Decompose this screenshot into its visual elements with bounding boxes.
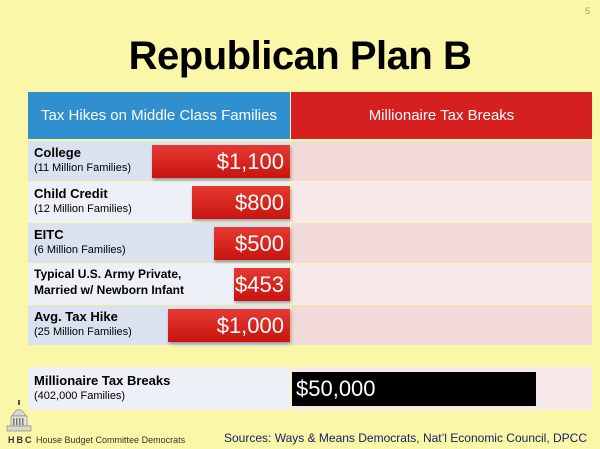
row-sublabel: (25 Million Families) (34, 326, 132, 338)
millionaire-amount-bar: $50,000 (292, 372, 536, 406)
table-row: Typical U.S. Army Private, Married w/ Ne… (28, 264, 592, 304)
row-label: College (34, 145, 81, 160)
table-row: EITC (6 Million Families) $500 (28, 223, 592, 263)
row-sublabel: (11 Million Families) (34, 162, 131, 174)
row-sublabel: (6 Million Families) (34, 244, 126, 256)
table-row: College (11 Million Families) $1,100 (28, 141, 592, 181)
row-label: Millionaire Tax Breaks (34, 373, 171, 388)
amount-bar: $1,100 (152, 145, 290, 178)
amount-bar: $453 (234, 268, 290, 301)
row-label: Child Credit (34, 186, 108, 201)
org-initials: HBC (8, 435, 34, 445)
row-sublabel: Married w/ Newborn Infant (34, 283, 185, 297)
row-sublabel: (12 Million Families) (34, 203, 132, 215)
row-sublabel: (402,000 Families) (34, 390, 126, 402)
row-label: Avg. Tax Hike (34, 309, 118, 324)
table-row: Child Credit (12 Million Families) $800 (28, 182, 592, 222)
amount-bar: $1,000 (168, 309, 290, 342)
amount-bar: $500 (214, 227, 290, 260)
millionaire-row: Millionaire Tax Breaks (402,000 Families… (28, 367, 592, 410)
org-name: HBC House Budget Committee Democrats (8, 435, 185, 445)
slide-number: 5 (584, 6, 590, 16)
row-label: EITC (34, 227, 64, 242)
capitol-dome-icon (6, 400, 32, 432)
header-millionaire: Millionaire Tax Breaks (291, 92, 592, 139)
table-row: Avg. Tax Hike (25 Million Families) $1,0… (28, 305, 592, 345)
slide-title: Republican Plan B (128, 34, 472, 78)
amount-bar: $800 (192, 186, 290, 219)
row-label: Typical U.S. Army Private, (34, 267, 182, 281)
org-full-name: House Budget Committee Democrats (36, 435, 186, 445)
sources-text: Sources: Ways & Means Democrats, Nat’l E… (224, 431, 587, 445)
header-middle-class: Tax Hikes on Middle Class Families (28, 92, 290, 139)
comparison-table: Tax Hikes on Middle Class Families Milli… (28, 92, 592, 418)
